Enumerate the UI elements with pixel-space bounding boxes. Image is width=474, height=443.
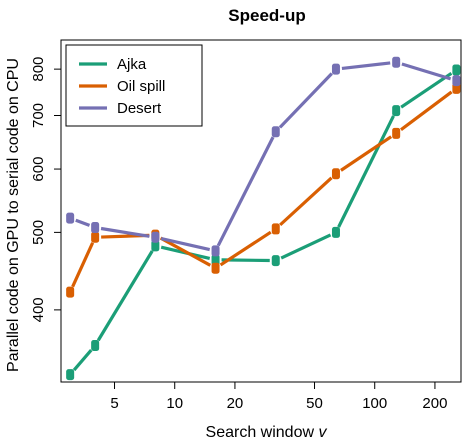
legend: Ajka Oil spill Desert — [65, 44, 203, 127]
series-segment — [400, 90, 453, 132]
data-point — [91, 231, 100, 243]
data-point — [211, 262, 220, 274]
data-point — [211, 254, 220, 266]
y-tick-label: 400 — [30, 297, 47, 322]
x-axis-label-text: Search window — [206, 424, 315, 441]
series-segment — [279, 176, 333, 227]
data-point — [392, 127, 401, 139]
legend-label: Oil spill — [117, 78, 165, 95]
series-segment — [278, 72, 333, 129]
y-axis-label: Parallel code on GPU to serial code on C… — [5, 58, 22, 372]
data-point — [331, 63, 340, 75]
x-tick-label: 5 — [110, 395, 118, 412]
series-segment — [340, 135, 393, 172]
data-point — [66, 212, 75, 224]
data-point — [271, 126, 280, 138]
x-tick-label: 100 — [362, 395, 387, 412]
series-segment — [341, 61, 391, 71]
series-segment — [96, 250, 154, 342]
y-tick-label: 800 — [30, 57, 47, 82]
x-axis-label: Search window v — [206, 424, 328, 441]
series-segment — [100, 226, 150, 238]
series-segment — [400, 72, 453, 109]
data-point — [66, 286, 75, 298]
data-point — [452, 64, 461, 76]
series-segment — [337, 115, 395, 228]
series-segment — [72, 349, 93, 372]
x-tick-label: 20 — [227, 395, 244, 412]
series-desert — [66, 56, 461, 257]
y-tick-label: 600 — [30, 157, 47, 182]
series-segment — [71, 242, 95, 288]
data-point — [392, 105, 401, 117]
data-point — [151, 240, 160, 252]
legend-label: Ajka — [117, 56, 147, 73]
data-point — [151, 231, 160, 243]
series-segment — [401, 62, 452, 81]
data-point — [91, 222, 100, 234]
series-segment — [280, 233, 332, 260]
x-axis: 5 10 20 50 100 200 — [110, 381, 447, 412]
data-point — [66, 369, 75, 381]
y-axis: 400 500 600 700 800 — [30, 57, 62, 322]
data-point — [331, 226, 340, 238]
data-point — [271, 223, 280, 235]
data-point — [452, 75, 461, 87]
series-segment — [160, 237, 211, 252]
data-point — [91, 340, 100, 352]
legend-label: Desert — [117, 100, 162, 117]
x-tick-label: 50 — [306, 395, 323, 412]
series-layer — [66, 56, 461, 381]
data-point — [271, 255, 280, 267]
x-axis-label-variable: v — [318, 424, 327, 441]
chart-title: Speed-up — [228, 6, 305, 25]
x-tick-label: 200 — [422, 395, 447, 412]
x-tick-label: 10 — [166, 395, 183, 412]
y-tick-label: 500 — [30, 220, 47, 245]
series-segment — [219, 230, 272, 267]
series-segment — [75, 218, 91, 227]
data-point — [211, 245, 220, 257]
series-oil-spill — [66, 82, 461, 298]
data-point — [331, 168, 340, 180]
y-tick-label: 700 — [30, 103, 47, 128]
data-point — [392, 56, 401, 68]
series-segment — [159, 236, 212, 267]
series-segment — [216, 136, 275, 247]
